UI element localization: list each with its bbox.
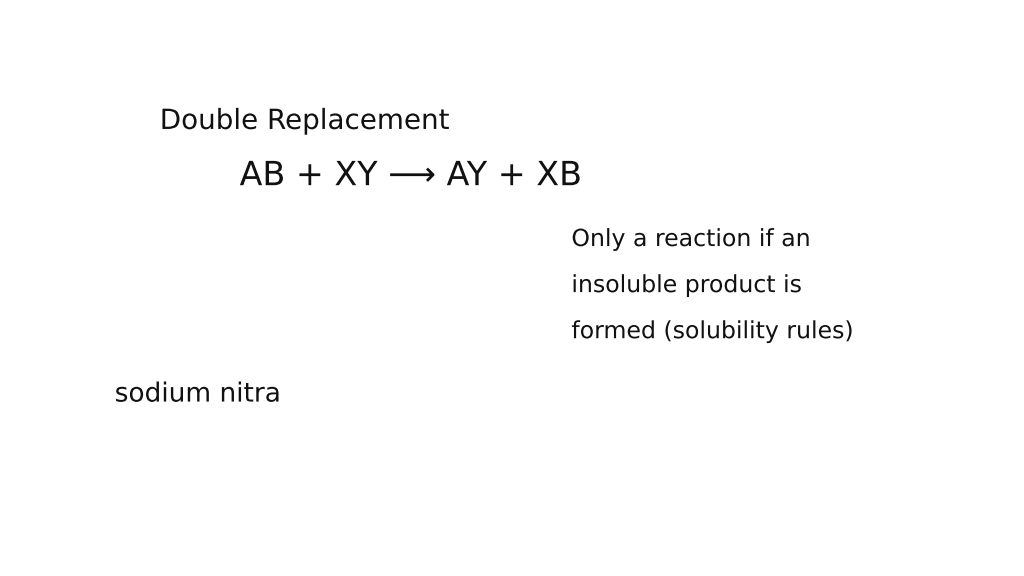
Text: insoluble product is: insoluble product is (571, 273, 803, 297)
Text: AB + XY ⟶ AY + XB: AB + XY ⟶ AY + XB (240, 159, 582, 192)
Text: formed (solubility rules): formed (solubility rules) (571, 319, 854, 343)
Text: Double Replacement: Double Replacement (160, 107, 450, 135)
Text: sodium nitra: sodium nitra (115, 381, 282, 408)
Text: Only a reaction if an: Only a reaction if an (571, 227, 811, 251)
